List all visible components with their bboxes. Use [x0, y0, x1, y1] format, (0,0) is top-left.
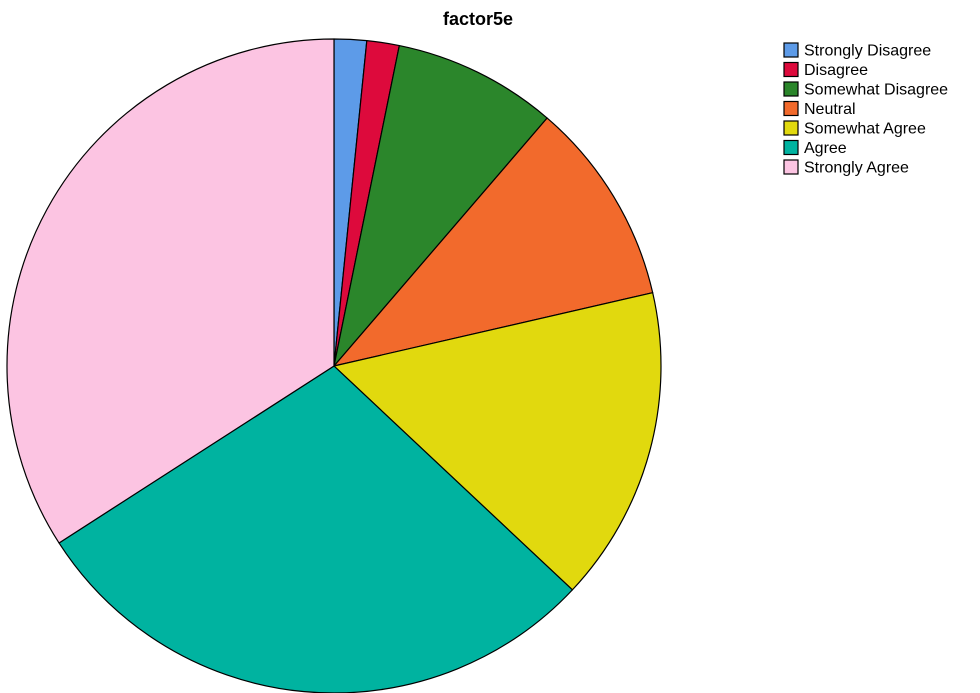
- legend-label: Somewhat Disagree: [804, 82, 948, 99]
- pie-slices: [6, 38, 662, 693]
- legend-swatch: [783, 139, 799, 156]
- pie-slice-strongly-agree: [6, 38, 335, 544]
- legend: Strongly Disagree Disagree Somewhat Disagr…: [783, 42, 948, 177]
- legend-swatch: [783, 100, 799, 117]
- legend-swatch: [783, 81, 799, 97]
- pie-slice-agree: [58, 365, 573, 693]
- legend-item-neutral: Neutral: [783, 100, 856, 118]
- legend-item-strongly-agree: Strongly Agree: [783, 159, 909, 177]
- chart-title: factor5e: [443, 9, 513, 29]
- legend-label: Strongly Agree: [804, 160, 909, 177]
- legend-item-somewhat-agree: Somewhat Agree: [783, 120, 926, 138]
- legend-label: Somewhat Agree: [804, 121, 926, 138]
- legend-label: Agree: [804, 140, 847, 157]
- legend-item-disagree: Disagree: [783, 61, 868, 79]
- legend-item-strongly-disagree: Strongly Disagree: [783, 42, 931, 60]
- pie-slice-somewhat-agree: [333, 292, 662, 591]
- legend-item-agree: Agree: [783, 139, 847, 157]
- legend-swatch: [783, 61, 799, 78]
- legend-swatch: [783, 120, 799, 136]
- legend-item-somewhat-disagree: Somewhat Disagree: [783, 81, 948, 99]
- legend-label: Disagree: [804, 62, 868, 79]
- pie-slice-somewhat-disagree: [333, 44, 548, 367]
- legend-swatch: [783, 42, 799, 58]
- legend-swatch: [783, 159, 799, 175]
- pie-slice-neutral: [333, 117, 654, 367]
- legend-label: Strongly Disagree: [804, 43, 931, 60]
- legend-label: Neutral: [804, 101, 856, 118]
